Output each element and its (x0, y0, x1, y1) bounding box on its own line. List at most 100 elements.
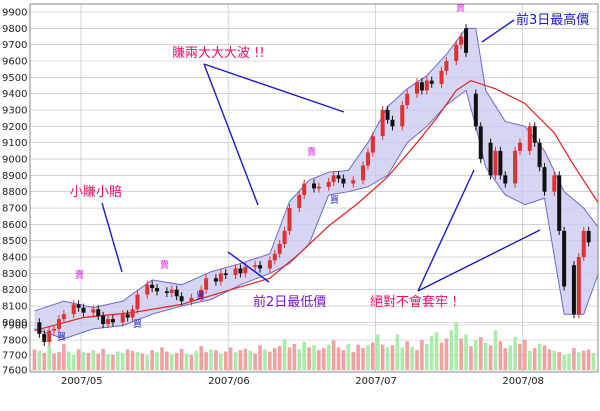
buy-signal: 買 (196, 291, 205, 302)
candle-body (581, 230, 586, 258)
volume-bar (532, 348, 537, 370)
candle-body (365, 152, 370, 166)
annotation-small-win: 小賺小賠 (70, 184, 122, 200)
y-tick-label: 7600 (2, 366, 27, 377)
volume-bar (420, 339, 424, 370)
candle-body (454, 44, 459, 62)
volume-bar (194, 350, 199, 370)
volume-bar (179, 348, 184, 370)
volume-bar (572, 348, 576, 370)
volume-bar (493, 330, 498, 370)
volume-bar (297, 349, 302, 370)
candle-body (424, 80, 429, 91)
volume-bar (410, 346, 414, 370)
volume-bar (268, 351, 272, 370)
candle-body (361, 165, 366, 181)
candle-body (101, 315, 106, 324)
candle-body (56, 319, 61, 329)
y-tick-label: 9600 (2, 57, 27, 68)
candle-body (61, 314, 66, 320)
volume-bar (425, 343, 429, 370)
volume-bar (488, 345, 493, 370)
volume-bar (586, 349, 591, 370)
volume-bar (434, 332, 439, 370)
volume-bar (542, 345, 547, 370)
volume-bar (140, 353, 145, 370)
volume-bar (439, 342, 444, 370)
candle-body (517, 142, 522, 151)
volume-bar (189, 354, 194, 370)
candle-body (277, 243, 282, 254)
volume-bar (503, 348, 508, 370)
candle-body (150, 284, 155, 289)
candle-body (282, 230, 287, 244)
candle-body (562, 230, 567, 287)
volume-bar (81, 352, 86, 370)
volume-bar (174, 352, 179, 370)
y-tick-label: 9300 (2, 106, 27, 117)
volume-bar (356, 344, 360, 370)
y-tick-label: 8000 (2, 318, 27, 329)
candle-body (106, 319, 111, 324)
volume-bar (581, 350, 586, 370)
candle-body (576, 257, 581, 315)
volume-bars (32, 322, 596, 370)
volume-bar (214, 350, 218, 370)
volume-bar (469, 346, 473, 370)
annotation-arrow (417, 229, 541, 292)
volume-bar (120, 352, 125, 370)
y-tick-label: 7800 (2, 336, 27, 347)
volume-bar (390, 345, 395, 370)
volume-bar (405, 341, 409, 370)
volume-bar (375, 334, 380, 370)
candle-body (169, 289, 174, 293)
candle-body (199, 289, 204, 298)
candle-body (571, 265, 576, 315)
candle-body (204, 278, 209, 290)
plot-frame (29, 3, 599, 373)
candle-body (478, 126, 483, 160)
volume-bar (513, 337, 517, 370)
y-tick-label: 8500 (2, 236, 27, 247)
volume-bar (302, 341, 306, 370)
volume-bar (483, 342, 488, 370)
volume-bar (52, 353, 56, 370)
volume-bar (361, 348, 365, 370)
x-tick-label: 2007/06 (208, 376, 250, 387)
y-tick-label: 8100 (2, 302, 27, 313)
volume-bar (233, 352, 238, 370)
volume-bar (577, 352, 581, 370)
volume-bar (336, 347, 341, 370)
candle-body (258, 265, 263, 269)
volume-bar (459, 338, 463, 370)
annotation-arrow (417, 169, 475, 292)
buy-signal: 買 (330, 195, 339, 206)
candle-body (385, 110, 390, 120)
candle-body (439, 70, 444, 84)
candle-body (174, 289, 179, 297)
volume-bar (331, 340, 336, 370)
volume-bar (322, 348, 326, 370)
sell-signal: 賣 (307, 146, 316, 158)
volume-bar (562, 354, 566, 370)
y-tick-label: 9800 (2, 24, 27, 35)
volume-bar (282, 339, 287, 370)
volume-bar (71, 354, 76, 370)
volume-bar (130, 350, 135, 370)
volume-bar (277, 346, 282, 370)
volume-bar (429, 335, 434, 370)
volume-bar (591, 352, 596, 370)
candle-body (527, 126, 532, 151)
y-tick-label: 9700 (2, 40, 27, 51)
candle-body (498, 150, 503, 176)
candle-body (552, 175, 557, 192)
buy-signal: 買 (133, 319, 142, 330)
candle-body (76, 304, 81, 308)
volume-bar (523, 339, 527, 370)
volume-bar (125, 349, 130, 370)
volume-bar (243, 348, 248, 370)
candle-body (233, 268, 238, 275)
volume-bar (209, 349, 213, 370)
volume-bar (76, 349, 81, 370)
band-lower-line (34, 89, 599, 340)
